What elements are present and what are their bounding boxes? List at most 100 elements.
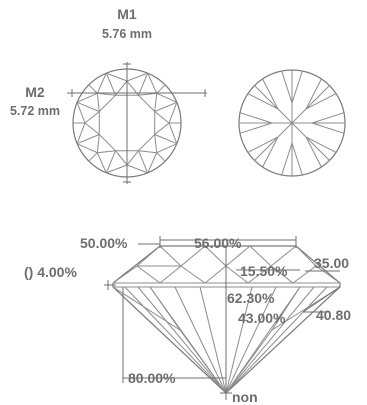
m1-label: M1	[117, 6, 137, 22]
pavilion-angle-label: 40.80	[316, 307, 351, 323]
star-facet-edge	[97, 92, 116, 96]
bottom-view-diagram	[238, 69, 346, 177]
kite-facet-edge	[138, 150, 149, 174]
pavilion-angle-line	[302, 286, 341, 313]
star-facet-edge	[154, 111, 170, 124]
pavilion-main-edge	[254, 122, 293, 161]
profile-facets	[112, 245, 341, 394]
lower-half-edge	[305, 136, 337, 153]
crown-facet-edge	[270, 245, 297, 267]
lower-half-edge	[305, 136, 322, 168]
lower-half-edge	[239, 112, 273, 124]
lower-half-edge	[112, 286, 181, 331]
upper-girdle-edge	[96, 152, 107, 174]
kite-facet-edge	[76, 101, 100, 112]
pavilion-depth-label: 43.00%	[238, 310, 286, 326]
star-facet-edge	[154, 122, 170, 135]
m2-label: M2	[25, 84, 45, 100]
kite-facet-edge	[156, 152, 166, 162]
star-facet-edge	[138, 92, 157, 96]
crown-angle-label: 35.00	[314, 255, 349, 271]
kite-facet-edge	[154, 101, 178, 112]
table-edge	[98, 94, 116, 112]
upper-girdle-edge	[147, 152, 158, 174]
pavilion-main-edge	[254, 85, 293, 124]
crown-facet-edge	[225, 265, 249, 284]
table-edge	[138, 134, 156, 152]
upper-girdle-edge	[106, 72, 128, 82]
star-facet-edge	[96, 93, 100, 112]
crown-facet-edge	[180, 265, 206, 284]
pavilion-facet-edge	[225, 286, 277, 394]
pavilion-facet-edge	[137, 286, 227, 394]
kite-facet-edge	[154, 134, 178, 145]
crown-facet-edge	[247, 265, 272, 284]
upper-girdle-edge	[126, 164, 148, 174]
pavilion-facet-edge	[225, 286, 315, 394]
m1-value: 5.76 mm	[102, 27, 152, 41]
star-facet-edge	[97, 150, 116, 154]
upper-girdle-edge	[168, 102, 178, 124]
lower-half-edge	[262, 136, 279, 168]
crown-facet-edge	[295, 245, 317, 267]
crown-facet-edge	[249, 245, 272, 267]
crown-facet-edge	[225, 245, 251, 267]
star-facet-edge	[84, 122, 100, 135]
upper-girdle-edge	[96, 72, 107, 94]
upper-girdle-edge	[168, 122, 178, 144]
crown-facet-edge	[292, 265, 317, 284]
kite-facet-edge	[88, 152, 98, 162]
pavilion-facet-edge	[124, 286, 227, 394]
crown-facet-edge	[180, 245, 206, 267]
lower-half-edge	[179, 329, 227, 394]
total-depth-label: 62.30%	[227, 290, 275, 306]
crown-facet-edge	[204, 265, 227, 284]
kite-facet-edge	[76, 134, 100, 145]
star-facet-edge	[126, 150, 139, 166]
upper-girdle-edge	[76, 122, 86, 144]
lower-half-edge	[225, 329, 273, 394]
table-percent-label: 56.00%	[194, 235, 242, 251]
crown-facet-edge	[136, 245, 161, 267]
lower-half-edge	[281, 142, 293, 176]
lower-half-edge	[311, 122, 345, 134]
star-facet-edge	[138, 150, 157, 154]
upper-girdle-edge	[126, 72, 148, 82]
upper-girdle-edge	[156, 92, 178, 103]
bottom-view-facets	[239, 70, 345, 176]
upper-girdle-edge	[106, 164, 128, 174]
crown-percent-label: 50.00%	[80, 235, 128, 251]
lower-half-edge	[311, 112, 345, 124]
profile-outline	[112, 245, 341, 394]
top-view-diagram	[67, 62, 207, 184]
kite-facet-edge	[88, 84, 98, 94]
lower-half-edge	[239, 122, 273, 134]
profile-view-diagram	[104, 236, 341, 400]
lower-half-edge	[149, 286, 181, 331]
lower-half-edge	[281, 70, 293, 104]
upper-girdle-edge	[147, 72, 158, 94]
lower-half-edge	[247, 93, 279, 110]
crown-facet-edge	[112, 265, 138, 284]
table-edge	[138, 94, 156, 112]
lower-half-edge	[247, 136, 279, 153]
table-edge	[98, 134, 116, 152]
pavilion-main-edge	[291, 85, 330, 124]
pavilion-facet-edge	[174, 286, 227, 394]
kite-facet-edge	[138, 72, 149, 96]
star-facet-edge	[115, 150, 128, 166]
crown-facet-edge	[204, 245, 227, 267]
pavilion-facet-edge	[225, 286, 253, 394]
crown-height-label: 15.50%	[240, 263, 288, 279]
pavilion-facet-edge	[225, 286, 328, 394]
crown-facet-edge	[270, 265, 294, 284]
girdle-label: () 4.00%	[24, 264, 77, 280]
lower-half-edge	[305, 78, 322, 110]
crown-facet-edge	[315, 265, 341, 284]
crown-facet-edge	[159, 265, 182, 284]
kite-facet-edge	[105, 72, 116, 96]
upper-girdle-edge	[76, 92, 98, 103]
star-facet-edge	[154, 93, 158, 112]
m2-value: 5.72 mm	[10, 104, 60, 118]
culet-label: non	[232, 389, 258, 405]
